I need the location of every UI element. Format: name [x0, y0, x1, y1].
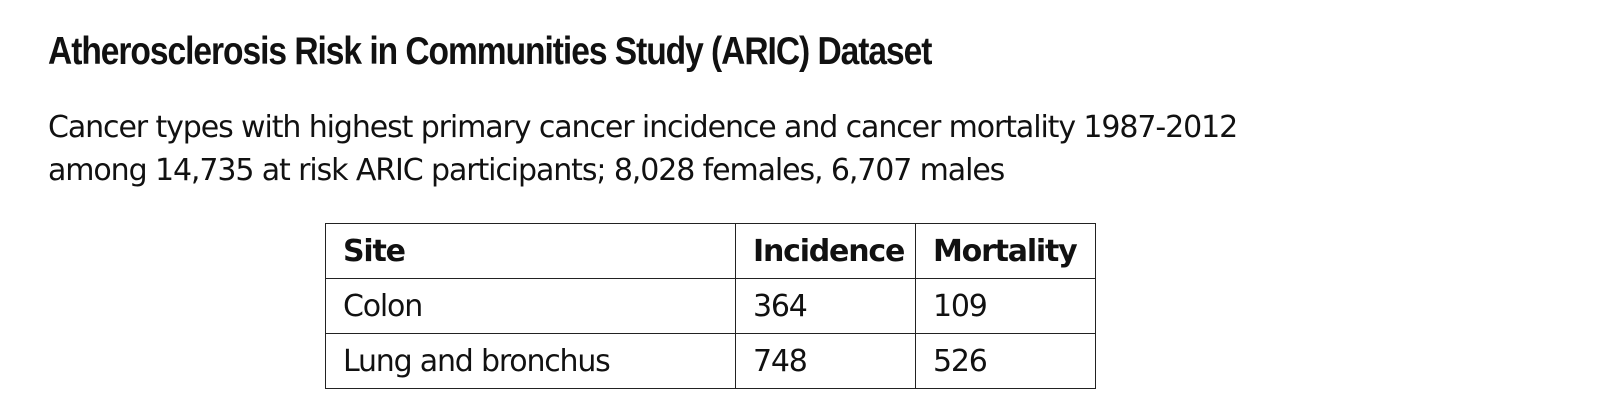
- cell-site: Colon: [325, 278, 736, 334]
- header-mortality: Mortality: [915, 223, 1096, 279]
- cancer-table: Site Incidence Mortality Colon 364 109 L…: [325, 223, 1096, 389]
- table-row: Colon 364 109: [325, 278, 1096, 334]
- cell-mortality: 526: [915, 333, 1096, 389]
- table-row: Lung and bronchus 748 526: [325, 333, 1096, 389]
- cell-site: Lung and bronchus: [325, 333, 736, 389]
- table-header-row: Site Incidence Mortality: [325, 223, 1096, 279]
- page-title: Atherosclerosis Risk in Communities Stud…: [48, 30, 932, 73]
- header-incidence: Incidence: [735, 223, 916, 279]
- cell-incidence: 748: [735, 333, 916, 389]
- subtitle-line-2: among 14,735 at risk ARIC participants; …: [48, 153, 1005, 188]
- subtitle-line-1: Cancer types with highest primary cancer…: [48, 110, 1238, 145]
- subtitle: Cancer types with highest primary cancer…: [48, 106, 1348, 192]
- header-site: Site: [325, 223, 736, 279]
- cell-incidence: 364: [735, 278, 916, 334]
- cell-mortality: 109: [915, 278, 1096, 334]
